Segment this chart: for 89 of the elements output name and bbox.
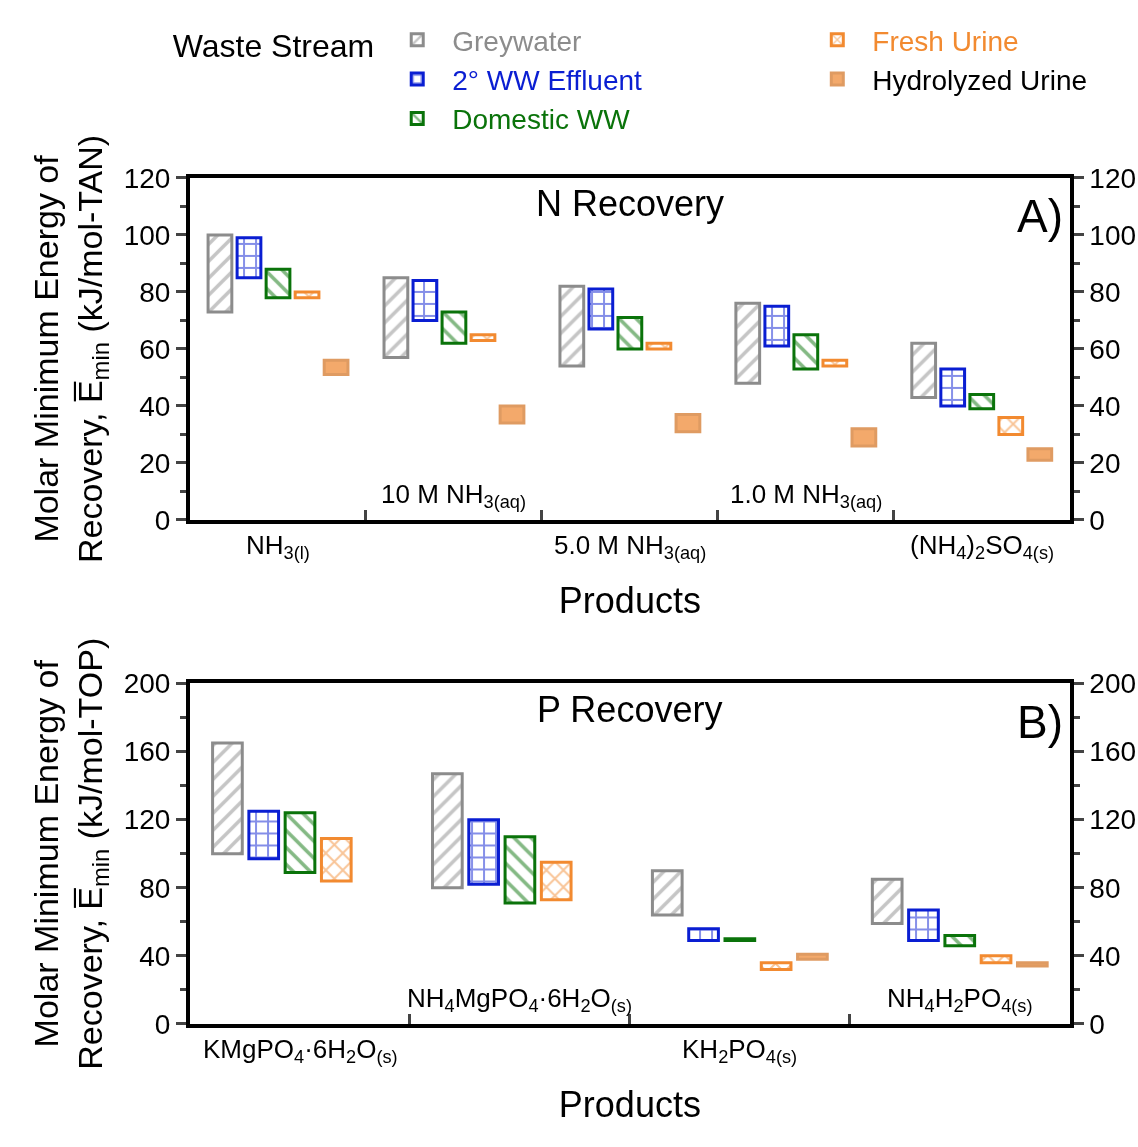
text: 2° WW Effluent [452, 65, 643, 97]
bar [650, 869, 684, 917]
bar [979, 954, 1013, 965]
bar [1015, 961, 1049, 968]
bar [539, 860, 573, 902]
y-tick-label: 200 [123, 668, 171, 700]
bar [469, 333, 497, 342]
y-tick-label: 40 [139, 390, 171, 422]
bar [997, 415, 1025, 436]
chart-title: N Recovery [536, 183, 725, 224]
bar [907, 908, 940, 943]
y-tick-label: 100 [123, 219, 171, 251]
x-tick-label: NH$_{4}$MgPO$_{4}$·6H$_{2}$O$_{(s)}$ [407, 983, 632, 1017]
y-tick-label: 0 [154, 504, 171, 536]
bar [616, 316, 644, 351]
y2-tick-label: 60 [1089, 333, 1121, 365]
bar [870, 877, 904, 926]
bar [247, 809, 281, 861]
bar [319, 836, 353, 883]
y-tick-label: 120 [123, 162, 171, 194]
y-tick-label: 80 [139, 872, 171, 904]
y-tick-label: 160 [123, 736, 171, 768]
bar [503, 835, 537, 905]
bar [796, 952, 829, 961]
bar [558, 284, 586, 368]
bar [759, 961, 793, 971]
bar [206, 233, 234, 314]
x-tick-label: KH$_{2}$PO$_{4(s)}$ [682, 1034, 798, 1068]
y-tick-label: 80 [139, 276, 171, 308]
bar [382, 276, 410, 360]
y-tick-label: 0 [154, 1008, 171, 1040]
x-tick-label: KMgPO$_{4}$·6H$_{2}$O$_{(s)}$ [203, 1034, 398, 1068]
bar [440, 310, 468, 345]
y2-tick-label: 100 [1089, 219, 1137, 251]
bar [587, 287, 615, 331]
bar [411, 279, 439, 322]
y-tick-label: 120 [123, 804, 171, 836]
x-tick-label: NH$_{4}$H$_{2}$PO$_{4(s)}$ [887, 983, 1033, 1017]
bar [821, 358, 849, 368]
bar [467, 818, 500, 886]
y-tick-label: 40 [139, 940, 171, 972]
y2-tick-label: 160 [1089, 736, 1137, 768]
y2-tick-label: 40 [1089, 390, 1121, 422]
y2-tick-label: 0 [1089, 1008, 1105, 1040]
y2-tick-label: 120 [1089, 162, 1137, 194]
bar [211, 741, 244, 856]
x-tick-label: 1.0 M NH$_{3(aq)}$ [730, 479, 883, 513]
bar [264, 267, 292, 300]
bar [763, 304, 791, 348]
bar [235, 236, 263, 280]
bar [322, 358, 350, 377]
bar [968, 393, 996, 411]
x-axis-title: Products [558, 579, 701, 621]
bar [431, 772, 464, 890]
bar [283, 811, 317, 874]
x-tick-label: 5.0 M NH$_{3(aq)}$ [554, 530, 707, 564]
x-tick-label: NH$_{3(l)}$ [246, 530, 310, 564]
bar [687, 927, 720, 943]
legend-title: Waste Stream [172, 27, 375, 64]
bar [645, 341, 673, 351]
x-tick-label: 10 M NH$_{3(aq)}$ [381, 479, 527, 513]
bar [1026, 447, 1054, 462]
y2-tick-label: 40 [1089, 940, 1121, 972]
bar [850, 427, 878, 448]
y2-tick-label: 0 [1089, 504, 1105, 536]
text: Greywater [452, 25, 582, 57]
bar [498, 404, 526, 425]
bar [910, 341, 938, 399]
text: Domestic WW [452, 104, 631, 136]
bar [792, 333, 820, 371]
bar [734, 301, 762, 385]
annotation: A) [1017, 190, 1063, 242]
annotation: B) [1017, 696, 1063, 748]
bar [293, 290, 321, 300]
text: Fresh Urine [872, 25, 1019, 57]
x-tick-label: (NH$_{4}$)$_{2}$SO$_{4(s)}$ [910, 530, 1055, 564]
bar [939, 367, 967, 408]
y2-tick-label: 120 [1089, 804, 1137, 836]
y2-tick-label: 80 [1089, 276, 1121, 308]
x-axis-title: Products [558, 1083, 701, 1125]
y2-tick-label: 80 [1089, 872, 1121, 904]
chart-title: P Recovery [537, 689, 723, 730]
y2-tick-label: 200 [1089, 668, 1137, 700]
bar [943, 933, 977, 948]
legend-label: Hydrolyzed Urine [872, 65, 1088, 97]
y-tick-label: 60 [139, 333, 171, 365]
y2-tick-label: 20 [1089, 447, 1121, 479]
y-tick-label: 20 [139, 447, 171, 479]
bar [674, 413, 702, 434]
